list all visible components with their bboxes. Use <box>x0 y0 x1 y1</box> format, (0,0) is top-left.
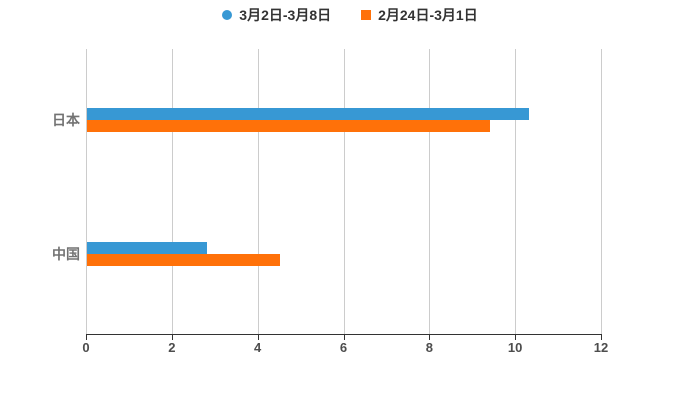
x-axis-tick-label: 8 <box>425 340 433 355</box>
category-label: 中国 <box>52 246 80 262</box>
vertical-gridline <box>171 49 173 334</box>
x-axis-tick <box>257 334 259 340</box>
legend-label-previous-week: 2月24日-3月1日 <box>378 7 478 23</box>
vertical-gridline <box>257 49 259 334</box>
x-axis-tick-label: 0 <box>82 340 90 355</box>
bar-current-week[interactable] <box>87 107 529 120</box>
x-axis-tick-label: 2 <box>168 340 176 355</box>
bar-current-week[interactable] <box>87 242 207 254</box>
legend-square-marker-icon <box>361 10 372 20</box>
legend-circle-marker-icon <box>222 10 233 20</box>
x-axis-tick <box>86 334 87 340</box>
x-axis-tick <box>343 334 345 340</box>
vertical-gridline <box>601 49 602 334</box>
category-label: 日本 <box>52 111 80 128</box>
x-axis-tick <box>429 334 431 340</box>
legend: 3月2日-3月8日 2月24日-3月1日 <box>0 5 700 25</box>
legend-item-previous-week[interactable]: 2月24日-3月1日 <box>361 5 478 25</box>
legend-item-current-week[interactable]: 3月2日-3月8日 <box>222 5 331 25</box>
bar-previous-week[interactable] <box>87 254 280 266</box>
vertical-gridline <box>515 49 517 334</box>
vertical-gridline <box>429 49 431 334</box>
x-axis-tick-label: 4 <box>254 340 262 355</box>
bar-previous-week[interactable] <box>87 119 490 132</box>
vertical-gridline <box>343 49 345 334</box>
x-axis-tick-label: 10 <box>507 340 523 355</box>
x-axis-tick-label: 6 <box>339 340 348 355</box>
vertical-gridline <box>86 49 87 334</box>
x-axis-tick-label: 12 <box>593 340 609 355</box>
legend-label-current-week: 3月2日-3月8日 <box>239 7 332 23</box>
x-axis-tick <box>171 334 173 340</box>
x-axis-tick <box>601 334 602 340</box>
x-axis-tick <box>515 334 517 340</box>
